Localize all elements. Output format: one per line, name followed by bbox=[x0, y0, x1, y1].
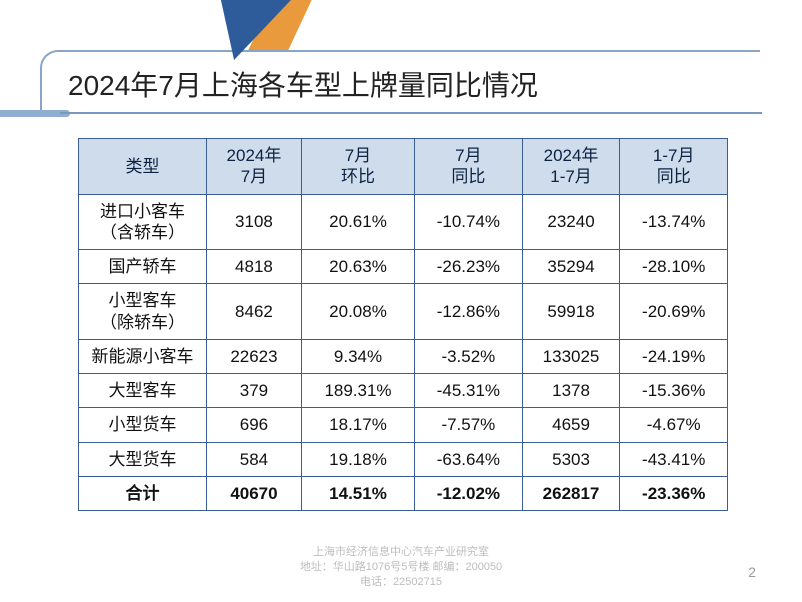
cell-ytd-yoy: -28.10% bbox=[620, 250, 728, 284]
col-header-jul-mom: 7月环比 bbox=[301, 139, 414, 195]
table-row: 新能源小客车 22623 9.34% -3.52% 133025 -24.19% bbox=[79, 339, 728, 373]
col-header-ytd-yoy: 1-7月同比 bbox=[620, 139, 728, 195]
cell-type: 国产轿车 bbox=[79, 250, 207, 284]
cell-type: 新能源小客车 bbox=[79, 339, 207, 373]
col-header-jul-val: 2024年7月 bbox=[207, 139, 302, 195]
cell-ytd-val: 133025 bbox=[522, 339, 620, 373]
cell-jul-yoy: -45.31% bbox=[415, 374, 523, 408]
cell-ytd-val: 59918 bbox=[522, 284, 620, 340]
cell-jul-mom: 20.08% bbox=[301, 284, 414, 340]
page-number: 2 bbox=[748, 564, 756, 580]
cell-jul-yoy: -26.23% bbox=[415, 250, 523, 284]
table-body: 进口小客车（含轿车） 3108 20.61% -10.74% 23240 -13… bbox=[79, 194, 728, 511]
cell-type: 合计 bbox=[79, 476, 207, 510]
cell-jul-yoy: -12.02% bbox=[415, 476, 523, 510]
table-row: 大型客车 379 189.31% -45.31% 1378 -15.36% bbox=[79, 374, 728, 408]
cell-jul-mom: 20.63% bbox=[301, 250, 414, 284]
cell-type: 小型货车 bbox=[79, 408, 207, 442]
table-header-row: 类型 2024年7月 7月环比 7月同比 2024年1-7月 1-7月同比 bbox=[79, 139, 728, 195]
slide: 2024年7月上海各车型上牌量同比情况 类型 2024年7月 7月环比 7月同比… bbox=[0, 0, 802, 602]
page-title: 2024年7月上海各车型上牌量同比情况 bbox=[60, 64, 762, 116]
cell-ytd-yoy: -15.36% bbox=[620, 374, 728, 408]
cell-ytd-yoy: -20.69% bbox=[620, 284, 728, 340]
cell-jul-mom: 14.51% bbox=[301, 476, 414, 510]
title-rule-line bbox=[60, 112, 762, 114]
cell-ytd-val: 35294 bbox=[522, 250, 620, 284]
cell-ytd-val: 23240 bbox=[522, 194, 620, 250]
cell-type: 大型货车 bbox=[79, 442, 207, 476]
cell-jul-val: 584 bbox=[207, 442, 302, 476]
cell-ytd-val: 1378 bbox=[522, 374, 620, 408]
cell-ytd-yoy: -24.19% bbox=[620, 339, 728, 373]
table-total-row: 合计 40670 14.51% -12.02% 262817 -23.36% bbox=[79, 476, 728, 510]
cell-jul-val: 696 bbox=[207, 408, 302, 442]
cell-jul-yoy: -7.57% bbox=[415, 408, 523, 442]
cell-jul-yoy: -12.86% bbox=[415, 284, 523, 340]
cell-jul-mom: 18.17% bbox=[301, 408, 414, 442]
title-area: 2024年7月上海各车型上牌量同比情况 bbox=[60, 64, 762, 116]
cell-ytd-val: 262817 bbox=[522, 476, 620, 510]
col-header-ytd-val: 2024年1-7月 bbox=[522, 139, 620, 195]
cell-type: 大型客车 bbox=[79, 374, 207, 408]
col-header-jul-yoy: 7月同比 bbox=[415, 139, 523, 195]
cell-jul-val: 379 bbox=[207, 374, 302, 408]
cell-jul-mom: 189.31% bbox=[301, 374, 414, 408]
footer-org: 上海市经济信息中心汽车产业研究室 bbox=[0, 545, 802, 560]
cell-type: 小型客车（除轿车） bbox=[79, 284, 207, 340]
cell-ytd-yoy: -13.74% bbox=[620, 194, 728, 250]
col-header-type: 类型 bbox=[79, 139, 207, 195]
table-row: 国产轿车 4818 20.63% -26.23% 35294 -28.10% bbox=[79, 250, 728, 284]
cell-jul-val: 4818 bbox=[207, 250, 302, 284]
footer-address: 地址：华山路1076号5号楼 邮编：200050 bbox=[0, 560, 802, 575]
table-row: 小型客车（除轿车） 8462 20.08% -12.86% 59918 -20.… bbox=[79, 284, 728, 340]
cell-jul-val: 8462 bbox=[207, 284, 302, 340]
table-row: 大型货车 584 19.18% -63.64% 5303 -43.41% bbox=[79, 442, 728, 476]
cell-jul-yoy: -63.64% bbox=[415, 442, 523, 476]
cell-ytd-yoy: -43.41% bbox=[620, 442, 728, 476]
cell-ytd-yoy: -23.36% bbox=[620, 476, 728, 510]
accent-blue-triangle bbox=[199, 0, 291, 60]
data-table: 类型 2024年7月 7月环比 7月同比 2024年1-7月 1-7月同比 进口… bbox=[78, 138, 728, 511]
footer: 上海市经济信息中心汽车产业研究室 地址：华山路1076号5号楼 邮编：20005… bbox=[0, 545, 802, 590]
cell-jul-yoy: -10.74% bbox=[415, 194, 523, 250]
cell-jul-val: 40670 bbox=[207, 476, 302, 510]
cell-ytd-val: 5303 bbox=[522, 442, 620, 476]
cell-ytd-val: 4659 bbox=[522, 408, 620, 442]
footer-phone: 电话：22502715 bbox=[0, 575, 802, 590]
cell-jul-mom: 9.34% bbox=[301, 339, 414, 373]
cell-jul-yoy: -3.52% bbox=[415, 339, 523, 373]
cell-ytd-yoy: -4.67% bbox=[620, 408, 728, 442]
cell-jul-val: 22623 bbox=[207, 339, 302, 373]
table-row: 进口小客车（含轿车） 3108 20.61% -10.74% 23240 -13… bbox=[79, 194, 728, 250]
cell-jul-val: 3108 bbox=[207, 194, 302, 250]
cell-jul-mom: 19.18% bbox=[301, 442, 414, 476]
cell-type: 进口小客车（含轿车） bbox=[79, 194, 207, 250]
cell-jul-mom: 20.61% bbox=[301, 194, 414, 250]
data-table-container: 类型 2024年7月 7月环比 7月同比 2024年1-7月 1-7月同比 进口… bbox=[78, 138, 728, 511]
table-row: 小型货车 696 18.17% -7.57% 4659 -4.67% bbox=[79, 408, 728, 442]
